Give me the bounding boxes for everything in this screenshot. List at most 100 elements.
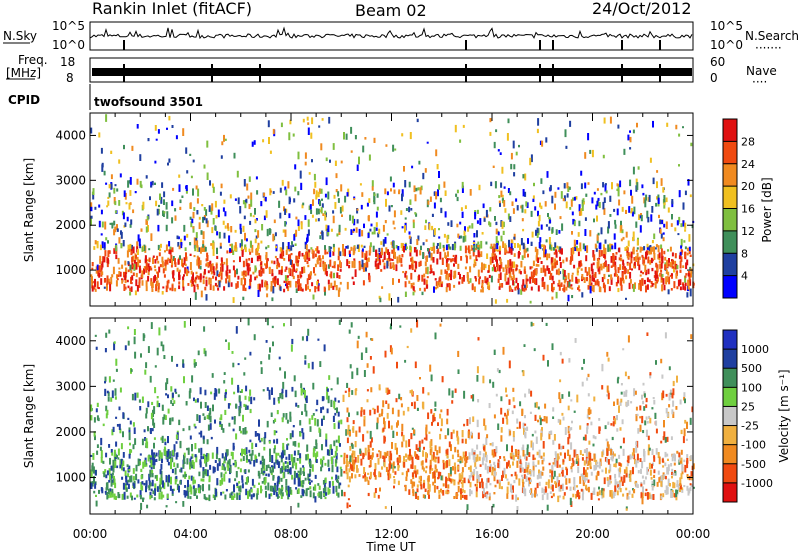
power-cell: [430, 246, 433, 251]
power-cell: [205, 209, 208, 216]
power-cell: [450, 269, 453, 278]
velocity-cell: [384, 350, 387, 358]
velocity-cell: [230, 451, 233, 456]
velocity-cell: [561, 467, 564, 472]
velocity-cell: [186, 458, 189, 465]
velocity-cell: [185, 401, 188, 406]
power-cell: [515, 264, 518, 270]
velocity-cell: [253, 397, 256, 401]
velocity-cell: [550, 495, 553, 499]
velocity-cell: [204, 389, 207, 396]
power-cell: [491, 253, 494, 257]
power-cell: [91, 262, 94, 267]
velocity-cell: [527, 462, 530, 468]
velocity-cell: [354, 474, 357, 479]
velocity-cell: [639, 458, 642, 462]
power-cell: [489, 131, 492, 136]
velocity-cell: [239, 468, 242, 473]
velocity-cell: [128, 453, 131, 459]
power-cell: [430, 252, 433, 261]
power-cell: [580, 263, 583, 267]
power-cell: [274, 279, 276, 287]
power-cell: [195, 232, 198, 239]
power-cell: [619, 264, 622, 270]
velocity-cell: [635, 406, 638, 411]
velocity-cell: [269, 466, 272, 470]
velocity-cell: [232, 462, 235, 466]
velocity-cell: [504, 412, 507, 417]
velocity-cell: [233, 484, 235, 493]
velocity-cell: [154, 365, 157, 368]
power-cell: [535, 255, 538, 262]
velocity-cell: [249, 389, 252, 396]
power-cell: [647, 216, 650, 223]
velocity-cell: [521, 479, 524, 483]
velocity-cell: [657, 470, 660, 475]
power-cell: [494, 216, 496, 221]
velocity-cell: [324, 477, 327, 483]
power-cell: [404, 291, 407, 297]
velocity-cell: [340, 454, 343, 458]
velocity-cell: [171, 355, 173, 362]
power-cell: [535, 278, 538, 285]
velocity-cell: [369, 471, 372, 479]
power-cell: [532, 269, 535, 278]
velocity-cell: [637, 428, 640, 434]
velocity-cell: [199, 485, 202, 490]
power-cell: [563, 284, 566, 293]
velocity-cell: [425, 434, 428, 441]
power-cell: [258, 253, 260, 256]
power-cell: [202, 231, 205, 240]
power-cell: [109, 222, 112, 225]
power-cell: [234, 229, 237, 233]
power-cell: [495, 129, 498, 133]
velocity-cell: [179, 480, 182, 485]
velocity-cell: [377, 458, 380, 465]
power-cell: [271, 273, 274, 277]
velocity-cell: [330, 388, 333, 391]
velocity-cell: [216, 463, 219, 471]
velocity-cell: [149, 428, 152, 434]
velocity-cell: [280, 488, 283, 496]
velocity-cell: [553, 434, 556, 441]
velocity-cell: [633, 454, 636, 460]
velocity-cell: [235, 433, 238, 440]
power-cell: [94, 240, 97, 245]
power-cell: [435, 286, 437, 290]
velocity-cell: [345, 467, 348, 475]
power-cell: [116, 188, 119, 192]
power-cell: [197, 188, 200, 197]
power-cell: [596, 261, 599, 269]
power-cell: [371, 231, 374, 235]
velocity-cell: [213, 495, 216, 500]
power-cell: [223, 261, 226, 265]
power-cell: [330, 271, 333, 279]
power-cell: [617, 124, 620, 129]
velocity-cell: [309, 426, 312, 432]
power-cell: [132, 209, 135, 214]
power-cell: [593, 277, 596, 282]
power-cell: [408, 280, 411, 284]
velocity-cell: [516, 426, 519, 429]
power-cell: [532, 260, 535, 266]
power-cell: [519, 244, 521, 251]
velocity-cell: [335, 474, 338, 481]
power-cell: [556, 245, 559, 249]
velocity-cell: [643, 391, 646, 395]
velocity-cell: [561, 394, 564, 399]
power-cell: [252, 215, 255, 218]
velocity-cell: [660, 475, 663, 483]
velocity-cell: [689, 417, 692, 425]
velocity-cell: [664, 451, 667, 458]
power-cell: [570, 256, 572, 263]
power-ytick-label: 4000: [55, 128, 86, 142]
power-cell: [445, 286, 448, 293]
power-cell: [682, 220, 685, 227]
velocity-cell: [178, 485, 180, 493]
power-cell: [136, 178, 139, 185]
power-cell: [501, 166, 504, 174]
power-cell: [101, 221, 104, 228]
velocity-cell: [577, 466, 580, 474]
velocity-cell: [567, 437, 570, 445]
power-cell: [418, 274, 421, 281]
